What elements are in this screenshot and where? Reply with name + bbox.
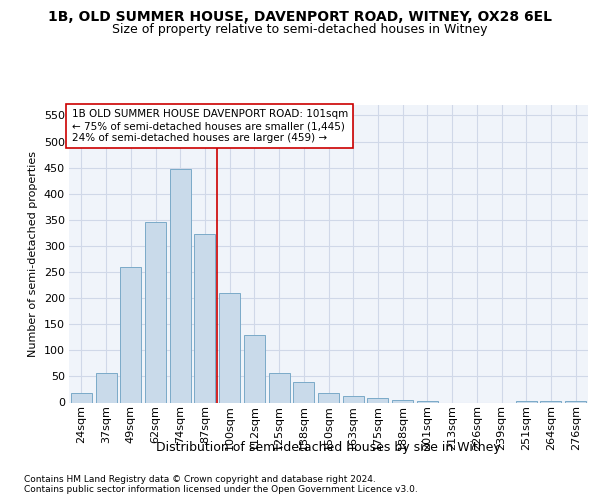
Bar bbox=[293, 382, 314, 402]
Text: Distribution of semi-detached houses by size in Witney: Distribution of semi-detached houses by … bbox=[157, 441, 501, 454]
Bar bbox=[343, 396, 364, 402]
Bar bbox=[194, 234, 215, 402]
Bar bbox=[269, 373, 290, 402]
Text: Contains HM Land Registry data © Crown copyright and database right 2024.: Contains HM Land Registry data © Crown c… bbox=[24, 475, 376, 484]
Bar bbox=[392, 400, 413, 402]
Text: Contains public sector information licensed under the Open Government Licence v3: Contains public sector information licen… bbox=[24, 485, 418, 494]
Text: 1B OLD SUMMER HOUSE DAVENPORT ROAD: 101sqm
← 75% of semi-detached houses are sma: 1B OLD SUMMER HOUSE DAVENPORT ROAD: 101s… bbox=[71, 110, 348, 142]
Bar bbox=[145, 222, 166, 402]
Bar bbox=[219, 293, 240, 403]
Bar bbox=[120, 267, 141, 402]
Bar bbox=[244, 334, 265, 402]
Bar bbox=[417, 401, 438, 402]
Y-axis label: Number of semi-detached properties: Number of semi-detached properties bbox=[28, 151, 38, 357]
Bar bbox=[170, 169, 191, 402]
Text: Size of property relative to semi-detached houses in Witney: Size of property relative to semi-detach… bbox=[112, 23, 488, 36]
Text: 1B, OLD SUMMER HOUSE, DAVENPORT ROAD, WITNEY, OX28 6EL: 1B, OLD SUMMER HOUSE, DAVENPORT ROAD, WI… bbox=[48, 10, 552, 24]
Bar bbox=[71, 393, 92, 402]
Bar bbox=[367, 398, 388, 402]
Bar bbox=[95, 373, 116, 402]
Bar bbox=[318, 393, 339, 402]
